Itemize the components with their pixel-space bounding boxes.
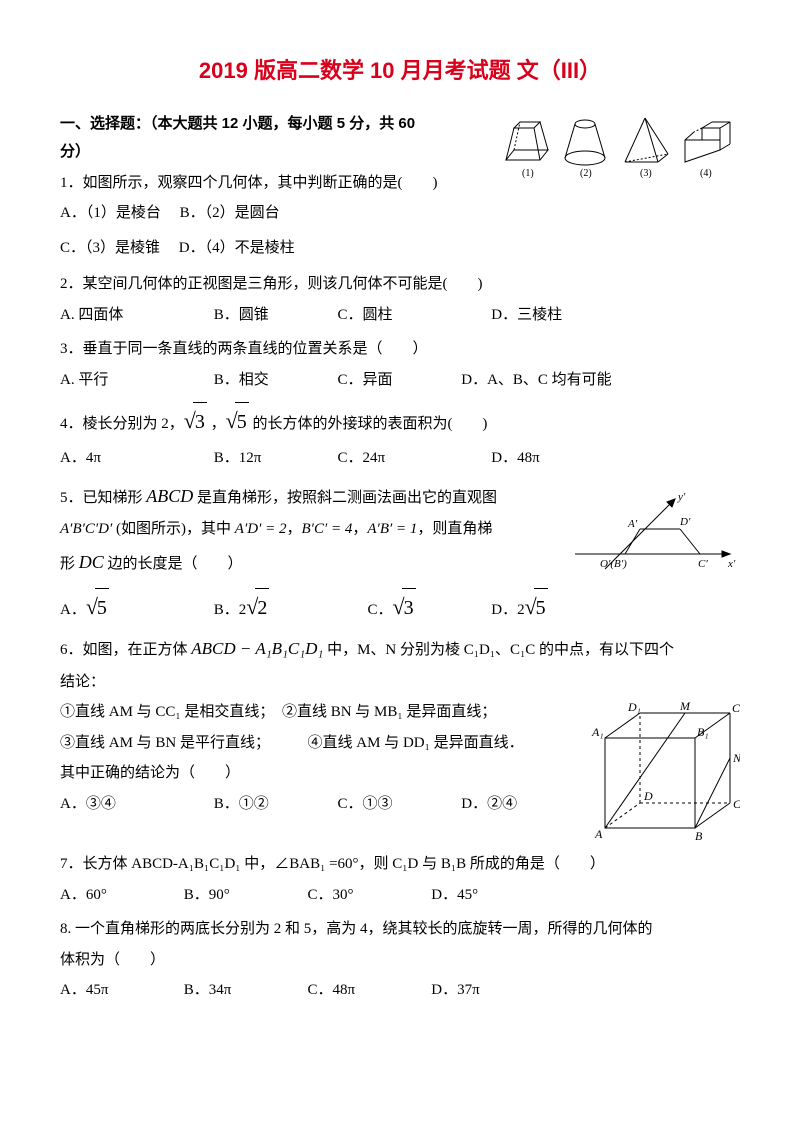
q3-optD: D．A、B、C 均有可能 [461, 366, 611, 395]
q5-figure: y′ x′ A′ D′ O′(B′) C′ [570, 489, 740, 584]
svg-text:A₁: A₁ [591, 725, 604, 739]
q6-optC: C．①③ [338, 790, 458, 819]
q2-optA: A. 四面体 [60, 301, 210, 330]
q7-optA: A．60° [60, 881, 180, 910]
q4-optD: D．48π [491, 444, 539, 473]
svg-text:C₁: C₁ [732, 701, 740, 715]
svg-text:(3): (3) [640, 168, 652, 179]
q2-text: 2．某空间几何体的正视图是三角形，则该几何体不可能是( ) [60, 270, 740, 299]
q7-optC: C．30° [308, 881, 428, 910]
q8-optB: B．34π [184, 976, 304, 1005]
q1-optD: D．（4）不是棱柱 [179, 234, 295, 263]
q4-text: 4．棱长分别为 2，3 ，5 的长方体的外接球的表面积为( ) [60, 400, 740, 442]
q3-opts: A. 平行 B．相交 C．异面 D．A、B、C 均有可能 [60, 366, 740, 395]
q2-optC: C．圆柱 [338, 301, 488, 330]
q8-line1: 8. 一个直角梯形的两底长分别为 2 和 5，高为 4，绕其较长的底旋转一周，所… [60, 915, 740, 944]
svg-text:B₁: B₁ [697, 725, 709, 739]
q7-optD: D．45° [431, 881, 478, 910]
q7-opts: A．60° B．90° C．30° D．45° [60, 881, 740, 910]
q4-opts: A．4π B．12π C．24π D．48π [60, 444, 740, 473]
q8-optC: C．48π [308, 976, 428, 1005]
svg-text:M: M [679, 699, 691, 713]
q5-optD: D．25 [491, 586, 547, 628]
svg-text:(2): (2) [580, 168, 592, 179]
q3-optB: B．相交 [214, 366, 334, 395]
q7-optB: B．90° [184, 881, 304, 910]
q6-optD: D．②④ [461, 790, 517, 819]
svg-text:D: D [643, 789, 653, 803]
svg-text:A: A [594, 827, 603, 841]
q8-optD: D．37π [431, 976, 479, 1005]
q4-optC: C．24π [338, 444, 488, 473]
q7-text: 7．长方体 ABCD-A₁B₁C₁D₁ 中，∠BAB₁ =60°，则 C₁D 与… [60, 850, 740, 879]
q5-optC: C．3 [368, 586, 488, 628]
svg-text:(1): (1) [522, 168, 534, 179]
svg-text:A′: A′ [627, 518, 638, 530]
q5-optA: A．5 [60, 586, 210, 628]
q3-optC: C．异面 [338, 366, 458, 395]
q4-optB: B．12π [214, 444, 334, 473]
q2-optB: B．圆锥 [214, 301, 334, 330]
page-title: 2019 版高二数学 10 月月考试题 文（III） [60, 50, 740, 92]
q3-text: 3．垂直于同一条直线的两条直线的位置关系是（ ） [60, 335, 740, 364]
svg-text:x′: x′ [727, 558, 736, 570]
svg-text:C: C [733, 797, 740, 811]
q1-optA: A．（1）是棱台 [60, 199, 161, 228]
q6-optB: B．①② [214, 790, 334, 819]
q8-line2: 体积为（ ） [60, 946, 740, 975]
q1-optB: B．（2）是圆台 [180, 199, 280, 228]
q2-optD: D．三棱柱 [491, 301, 562, 330]
q1-opts-row2: C．（3）是棱锥 D．（4）不是棱柱 [60, 234, 740, 263]
svg-text:N: N [732, 751, 740, 765]
svg-text:O′(B′): O′(B′) [600, 558, 627, 570]
q8-opts: A．45π B．34π C．48π D．37π [60, 976, 740, 1005]
svg-text:B: B [695, 829, 703, 843]
q4-optA: A．4π [60, 444, 210, 473]
svg-text:D′: D′ [679, 516, 691, 528]
q5-opts: A．5 B．22 C．3 D．25 [60, 586, 740, 628]
q5-optB: B．22 [214, 586, 364, 628]
q1-figures: (1) (2) (3) [500, 110, 740, 180]
svg-text:C′: C′ [698, 558, 708, 570]
svg-text:(4): (4) [700, 168, 712, 179]
q3-optA: A. 平行 [60, 366, 210, 395]
q8-optA: A．45π [60, 976, 180, 1005]
q2-opts: A. 四面体 B．圆锥 C．圆柱 D．三棱柱 [60, 301, 740, 330]
q6-optA: A．③④ [60, 790, 210, 819]
q1-opts-row1: A．（1）是棱台 B．（2）是圆台 [60, 199, 740, 228]
q6-line1c: 结论： [60, 668, 740, 697]
svg-text:y′: y′ [677, 491, 686, 503]
q1-optC: C．（3）是棱锥 [60, 234, 160, 263]
svg-text:D₁: D₁ [627, 700, 641, 714]
q6-line1: 6．如图，在正方体 ABCD − A₁B₁C₁D₁ 中，M、N 分别为棱 C₁D… [60, 633, 740, 665]
q6-figure: A B C D A₁ B₁ C₁ D₁ M N [590, 698, 740, 848]
